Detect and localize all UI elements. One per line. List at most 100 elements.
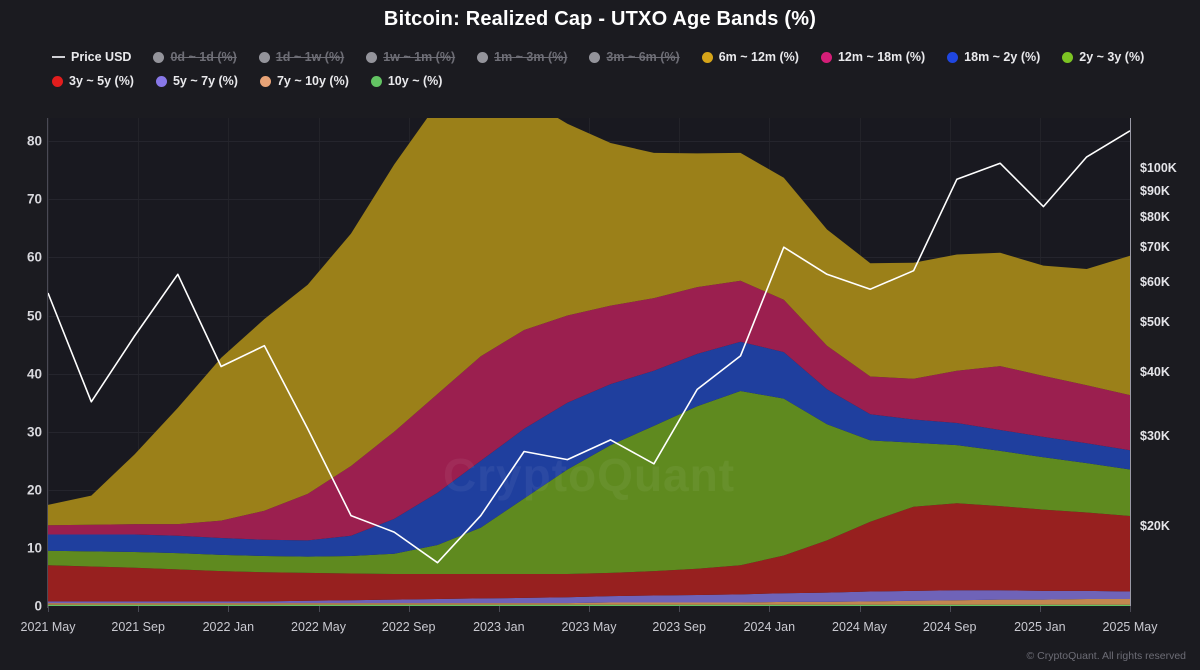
- legend-dot-icon: [1062, 51, 1074, 63]
- x-axis-tickmark-2: [228, 606, 230, 612]
- legend-dot-icon: [153, 51, 165, 63]
- gridline-v-1: [138, 118, 140, 606]
- copyright-notice: © CryptoQuant. All rights reserved: [1026, 650, 1186, 662]
- x-axis-tickmark-12: [1130, 606, 1131, 612]
- area-band-7: [48, 118, 1130, 526]
- plot-area[interactable]: CryptoQuant: [48, 118, 1130, 606]
- left-axis-tick-6: 60: [26, 249, 42, 265]
- legend-dot-icon: [589, 51, 601, 63]
- legend-item-label: Price USD: [71, 50, 132, 64]
- x-axis-tickmark-5: [498, 606, 500, 612]
- left-axis-tick-7: 70: [26, 191, 42, 207]
- x-axis-tick-4: 2022 Sep: [381, 620, 436, 634]
- x-axis-tick-12: 2025 May: [1102, 620, 1158, 634]
- left-axis-line: [47, 118, 48, 608]
- x-axis-tickmark-9: [859, 606, 861, 612]
- area-band-3: [48, 503, 1130, 602]
- legend-item-4[interactable]: 1m ~ 3m (%): [477, 48, 567, 66]
- x-axis-tick-2: 2022 Jan: [202, 620, 255, 634]
- x-axis-tickmark-8: [769, 606, 771, 612]
- right-axis-tick-8: $100K: [1140, 160, 1177, 175]
- stacked-area-series: [48, 118, 1130, 606]
- gridline-v-0: [48, 118, 49, 606]
- legend-item-label: 6m ~ 12m (%): [718, 50, 799, 64]
- left-axis-tick-0: 0: [34, 598, 42, 614]
- area-band-4: [48, 391, 1130, 574]
- legend-dot-icon: [477, 51, 489, 63]
- area-band-0: [48, 604, 1130, 606]
- legend-item-3[interactable]: 1w ~ 1m (%): [366, 48, 455, 66]
- left-axis-tick-1: 10: [26, 540, 42, 556]
- left-axis-tick-4: 40: [26, 366, 42, 382]
- x-axis-tickmark-10: [949, 606, 951, 612]
- x-axis-tick-5: 2023 Jan: [473, 620, 525, 634]
- area-band-6: [48, 280, 1130, 541]
- legend-item-13[interactable]: 10y ~ (%): [370, 72, 443, 90]
- legend-dot-icon: [258, 51, 270, 63]
- right-axis-tick-3: $50K: [1140, 315, 1170, 330]
- legend-item-2[interactable]: 1d ~ 1w (%): [258, 48, 345, 66]
- legend-item-label: 0d ~ 1d (%): [170, 50, 237, 64]
- chart-title: Bitcoin: Realized Cap - UTXO Age Bands (…: [383, 8, 817, 30]
- legend-item-5[interactable]: 3m ~ 6m (%): [589, 48, 680, 66]
- x-axis-tick-6: 2023 May: [561, 620, 617, 634]
- x-axis-tick-1: 2021 Sep: [111, 620, 165, 634]
- right-axis-tick-2: $40K: [1140, 364, 1170, 379]
- area-band-2: [48, 590, 1130, 604]
- x-axis-tickmark-1: [138, 606, 140, 612]
- x-axis-tick-3: 2022 May: [291, 620, 346, 634]
- legend-item-label: 18m ~ 2y (%): [964, 50, 1041, 64]
- legend-item-label: 12m ~ 18m (%): [837, 50, 926, 64]
- legend-item-6[interactable]: 6m ~ 12m (%): [701, 48, 799, 66]
- right-axis-tick-1: $30K: [1140, 429, 1170, 444]
- legend-item-10[interactable]: 3y ~ 5y (%): [52, 72, 134, 90]
- legend-item-label: 2y ~ 3y (%): [1079, 50, 1145, 64]
- x-axis-tickmark-3: [318, 606, 320, 612]
- legend-dot-icon: [259, 75, 271, 87]
- x-axis-tickmark-11: [1039, 606, 1041, 612]
- legend-dot-icon: [366, 51, 378, 63]
- right-axis-tick-7: $90K: [1140, 184, 1170, 199]
- x-axis-tickmark-0: [48, 606, 49, 612]
- x-axis-tick-9: 2024 May: [832, 620, 887, 634]
- left-axis-tick-2: 20: [26, 482, 42, 498]
- legend-item-11[interactable]: 5y ~ 7y (%): [155, 72, 238, 90]
- legend-dot-icon: [947, 51, 959, 63]
- legend-item-8[interactable]: 18m ~ 2y (%): [947, 48, 1040, 66]
- legend-item-7[interactable]: 12m ~ 18m (%): [820, 48, 926, 66]
- legend-item-1[interactable]: 0d ~ 1d (%): [153, 48, 237, 66]
- x-axis-tick-0: 2021 May: [20, 620, 76, 634]
- x-axis-tick-10: 2024 Sep: [922, 620, 977, 634]
- area-band-1: [48, 599, 1130, 605]
- chart-legend[interactable]: Price USD 0d ~ 1d (%) 1d ~ 1w (%) 1w ~ 1m (…: [52, 48, 1182, 90]
- x-axis-tickmark-4: [408, 606, 410, 612]
- x-axis-tickmark-6: [589, 606, 590, 612]
- right-axis-line: [1130, 118, 1131, 608]
- right-axis-tick-6: $80K: [1140, 210, 1170, 225]
- legend-item-0[interactable]: Price USD: [52, 48, 131, 66]
- right-axis-tick-5: $70K: [1140, 240, 1170, 255]
- legend-item-label: 1d ~ 1w (%): [275, 50, 345, 64]
- x-axis-tick-11: 2025 Jan: [1014, 620, 1066, 634]
- left-axis-tick-5: 50: [26, 308, 42, 324]
- right-axis-tick-4: $60K: [1140, 274, 1170, 289]
- x-axis-tick-8: 2024 Jan: [743, 620, 796, 634]
- legend-dot-icon: [820, 51, 832, 63]
- legend-dot-icon: [370, 75, 382, 87]
- left-axis-tick-8: 80: [26, 133, 42, 149]
- legend-item-label: 5y ~ 7y (%): [172, 74, 238, 88]
- legend-dot-icon: [52, 75, 63, 87]
- price-line: [48, 130, 1130, 564]
- legend-item-label: 1m ~ 3m (%): [494, 50, 568, 64]
- legend-item-9[interactable]: 2y ~ 3y (%): [1062, 48, 1144, 66]
- left-axis-tick-3: 30: [26, 424, 42, 440]
- legend-dot-icon: [701, 51, 713, 63]
- legend-item-label: 7y ~ 10y (%): [276, 74, 349, 88]
- legend-line-icon: [52, 56, 65, 58]
- x-axis-tickmark-7: [679, 606, 681, 612]
- right-axis-tick-0: $20K: [1140, 519, 1170, 534]
- legend-item-12[interactable]: 7y ~ 10y (%): [259, 72, 349, 90]
- legend-item-label: 10y ~ (%): [387, 74, 443, 88]
- x-axis-tick-7: 2023 Sep: [652, 620, 706, 634]
